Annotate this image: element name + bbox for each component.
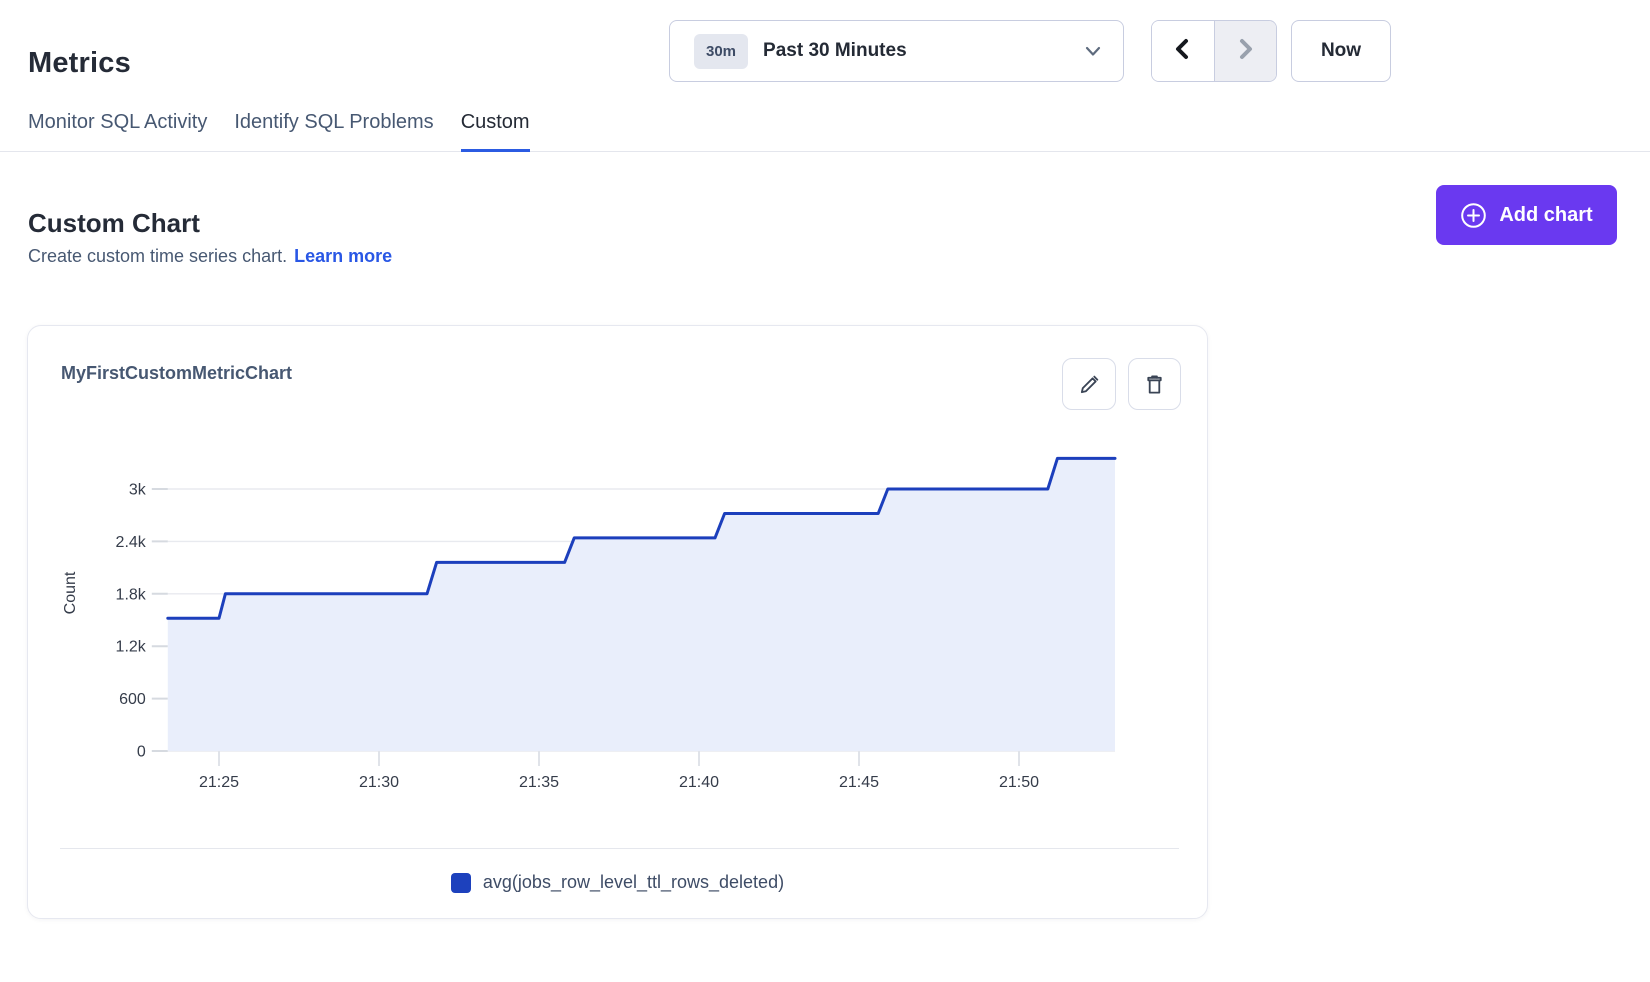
metrics-page: Metrics 30m Past 30 Minutes Now Monitor … bbox=[0, 0, 1650, 982]
next-time-button-disabled[interactable] bbox=[1215, 21, 1277, 81]
svg-text:21:25: 21:25 bbox=[199, 774, 239, 791]
tab-identify-sql-problems[interactable]: Identify SQL Problems bbox=[234, 103, 433, 151]
svg-text:3k: 3k bbox=[129, 482, 147, 499]
svg-text:2.4k: 2.4k bbox=[116, 534, 147, 551]
svg-text:Count: Count bbox=[62, 571, 79, 614]
custom-chart-card: MyFirstCustomMetricChart 0 600 1.2k 1.8k 2.4… bbox=[27, 325, 1208, 919]
legend-label: avg(jobs_row_level_ttl_rows_deleted) bbox=[483, 872, 784, 893]
now-button[interactable]: Now bbox=[1291, 20, 1391, 82]
svg-text:0: 0 bbox=[137, 744, 146, 761]
timeseries-chart: 0 600 1.2k 1.8k 2.4k 3k 21:25 21:30 21:35 21:40 21… bbox=[28, 421, 1209, 821]
add-chart-label: Add chart bbox=[1499, 204, 1592, 227]
legend-divider bbox=[60, 848, 1179, 849]
page-title: Metrics bbox=[28, 47, 131, 80]
chevron-right-icon bbox=[1233, 37, 1257, 66]
edit-chart-button[interactable] bbox=[1062, 358, 1116, 410]
time-nav-group bbox=[1151, 20, 1277, 82]
svg-text:21:45: 21:45 bbox=[839, 774, 879, 791]
section-description-text: Create custom time series chart. bbox=[28, 246, 287, 266]
delete-chart-button[interactable] bbox=[1128, 358, 1181, 410]
svg-text:21:35: 21:35 bbox=[519, 774, 559, 791]
learn-more-link[interactable]: Learn more bbox=[294, 246, 392, 266]
svg-text:21:40: 21:40 bbox=[679, 774, 719, 791]
metrics-tab-bar: Monitor SQL Activity Identify SQL Proble… bbox=[0, 103, 1650, 152]
svg-text:21:30: 21:30 bbox=[359, 774, 399, 791]
section-heading: Custom Chart bbox=[28, 208, 200, 239]
legend-swatch bbox=[451, 873, 471, 893]
tab-custom[interactable]: Custom bbox=[461, 103, 530, 151]
add-chart-button[interactable]: Add chart bbox=[1436, 185, 1617, 245]
chevron-down-icon bbox=[1083, 41, 1103, 61]
svg-text:1.8k: 1.8k bbox=[116, 586, 147, 603]
time-range-selector[interactable]: 30m Past 30 Minutes bbox=[669, 20, 1124, 82]
svg-text:1.2k: 1.2k bbox=[116, 639, 147, 656]
chart-legend: avg(jobs_row_level_ttl_rows_deleted) bbox=[28, 872, 1207, 893]
plus-circle-icon bbox=[1460, 202, 1487, 229]
svg-text:600: 600 bbox=[119, 691, 146, 708]
chevron-left-icon bbox=[1171, 37, 1195, 66]
trash-icon bbox=[1143, 373, 1166, 396]
time-range-label: Past 30 Minutes bbox=[763, 40, 1083, 62]
tab-monitor-sql-activity[interactable]: Monitor SQL Activity bbox=[28, 103, 207, 151]
prev-time-button[interactable] bbox=[1152, 21, 1215, 81]
pencil-icon bbox=[1078, 373, 1101, 396]
time-range-badge: 30m bbox=[694, 34, 748, 69]
section-description: Create custom time series chart. Learn mo… bbox=[28, 246, 392, 267]
svg-text:21:50: 21:50 bbox=[999, 774, 1039, 791]
chart-title: MyFirstCustomMetricChart bbox=[61, 363, 292, 384]
